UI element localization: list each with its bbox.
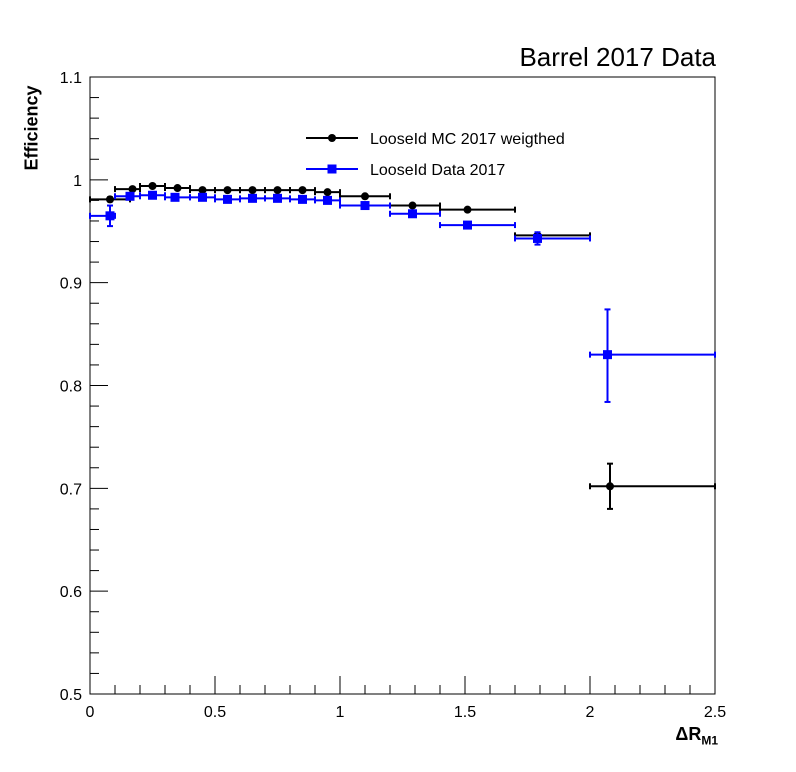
axes: 0 0.5 1 1.5 2 2.50.50.60.70.80.911.1 [60,70,726,721]
legend-marker-circle [328,134,336,142]
data-point-circle [148,182,157,191]
data-point-square [533,233,542,243]
legend-marker-square [327,164,337,174]
x-tick-label: 0 [86,704,95,721]
y-tick-label: 0.8 [60,379,82,396]
data-point-square [323,195,332,205]
series-circle [89,182,716,510]
data-series [89,182,716,510]
legend-label: LooseId MC 2017 weigthed [370,131,565,148]
y-tick-label: 0.5 [60,687,82,704]
data-point-square [198,192,207,202]
x-tick-label: 2 [586,704,595,721]
x-tick-label: 1 [336,704,345,721]
data-point-square [273,193,282,203]
data-point-square [603,350,612,360]
data-point-square [148,190,157,200]
data-point-circle [408,201,417,210]
data-point-circle [128,185,137,194]
data-point-square [408,209,417,219]
series-square [89,190,716,403]
x-axis-label-main: ΔR [675,724,702,744]
data-point-square [298,194,307,204]
data-point-square [125,191,135,201]
data-point-circle [223,186,232,195]
y-tick-label: 0.9 [60,276,82,293]
legend-label: LooseId Data 2017 [370,162,505,179]
data-point-circle [323,188,332,197]
y-tick-label: 0.7 [60,481,82,498]
data-point-circle [361,192,369,201]
data-point-square [105,211,115,221]
y-tick-label: 1.1 [60,70,82,87]
data-point-square [463,220,472,230]
y-axis-label: Efficiency [21,85,42,171]
data-point-circle [463,205,472,214]
data-point-square [223,194,232,204]
data-point-circle [298,186,307,195]
legend: LooseId MC 2017 weigthed LooseId Data 201… [306,131,565,179]
chart-title: Barrel 2017 Data [519,42,716,72]
legend-entry: LooseId Data 2017 [306,162,505,179]
data-point-square [360,201,370,211]
legend-entry: LooseId MC 2017 weigthed [306,131,565,148]
y-tick-label: 1 [73,173,82,190]
data-point-circle [173,184,182,193]
data-point-circle [106,195,114,204]
x-axis-label-subscript: M1 [701,733,718,748]
data-point-square [170,192,180,202]
data-point-square [248,193,257,203]
data-point-circle [606,482,614,491]
data-point-circle [248,186,257,195]
data-point-circle [273,186,282,195]
data-point-circle [198,186,207,195]
y-tick-label: 0.6 [60,584,82,601]
x-tick-label: 0.5 [204,704,226,721]
x-axis-label: ΔRM1 [675,724,718,748]
x-tick-label: 1.5 [454,704,476,721]
x-tick-label: 2.5 [704,704,726,721]
